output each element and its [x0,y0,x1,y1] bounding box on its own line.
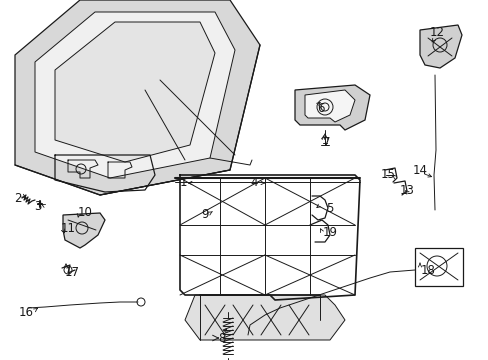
Text: 12: 12 [428,27,444,40]
Text: 11: 11 [61,221,75,234]
Polygon shape [15,0,260,195]
Bar [414,248,462,286]
Polygon shape [63,213,105,248]
Text: 17: 17 [64,266,80,279]
Polygon shape [305,90,354,122]
Text: 6: 6 [317,102,324,114]
Text: 5: 5 [325,202,333,215]
Text: 15: 15 [380,168,395,181]
Text: 3: 3 [34,201,41,213]
Text: 16: 16 [19,306,34,319]
Text: 13: 13 [399,184,414,197]
Polygon shape [35,12,235,178]
Text: 7: 7 [323,136,330,149]
Text: 14: 14 [412,163,427,176]
Polygon shape [294,85,369,130]
Text: 8: 8 [218,332,225,345]
Text: 10: 10 [78,207,92,220]
Polygon shape [55,22,215,162]
Text: 1: 1 [179,176,186,189]
Text: 2: 2 [14,192,21,204]
Polygon shape [419,25,461,68]
Text: 19: 19 [322,226,337,239]
Text: 18: 18 [420,264,434,276]
Text: 4: 4 [250,176,257,189]
Text: 9: 9 [201,208,208,221]
Polygon shape [184,295,345,340]
